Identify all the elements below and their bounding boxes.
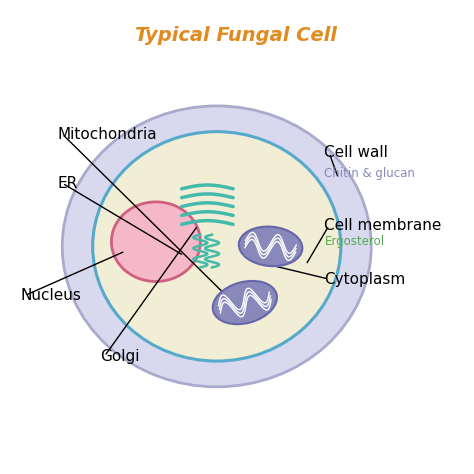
Text: Chitin & glucan: Chitin & glucan — [324, 167, 415, 180]
Ellipse shape — [93, 132, 341, 361]
Text: Nucleus: Nucleus — [20, 288, 81, 303]
Ellipse shape — [213, 281, 277, 324]
Text: Mitochondria: Mitochondria — [57, 127, 157, 142]
Text: Ergosterol: Ergosterol — [324, 235, 384, 248]
Text: ER: ER — [57, 176, 78, 191]
Ellipse shape — [239, 227, 302, 266]
Text: Typical Fungal Cell: Typical Fungal Cell — [135, 26, 337, 45]
Text: Cell wall: Cell wall — [324, 145, 388, 160]
Text: Cytoplasm: Cytoplasm — [324, 272, 406, 287]
Ellipse shape — [62, 106, 371, 387]
Ellipse shape — [111, 202, 201, 282]
Text: Cell membrane: Cell membrane — [324, 218, 442, 233]
Text: Golgi: Golgi — [100, 349, 139, 364]
